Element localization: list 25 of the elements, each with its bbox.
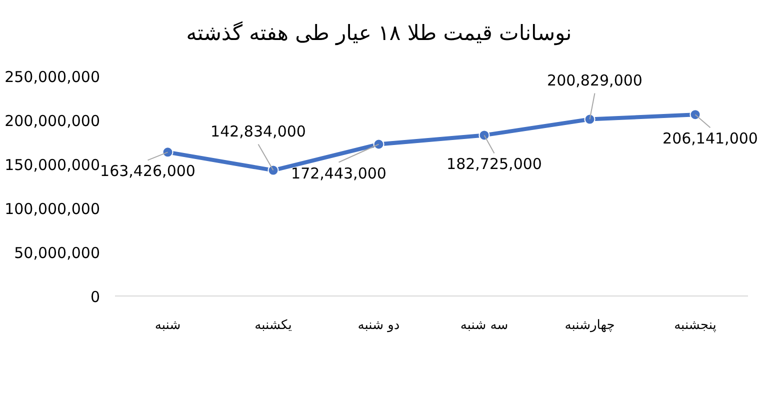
data-label: 142,834,000 — [210, 122, 306, 140]
y-tick-label: 100,000,000 — [4, 200, 100, 218]
data-label: 200,829,000 — [547, 71, 642, 90]
x-tick-label: دو شنبه — [358, 318, 400, 333]
y-tick-label: 50,000,000 — [14, 244, 100, 262]
x-tick-label: پنجشنبه — [674, 318, 717, 333]
x-tick-label: یکشنبه — [254, 318, 292, 333]
y-tick-label: 250,000,000 — [4, 68, 100, 86]
data-label: 172,443,000 — [291, 164, 386, 182]
point — [478, 130, 490, 141]
point — [373, 138, 384, 150]
point — [268, 164, 279, 176]
x-tick-label: شنبه — [154, 318, 181, 333]
chart-title: نوسانات قیمت طلا ۱۸ عیار طی هفته گذشته — [186, 21, 572, 46]
x-tick-label: چهارشنبه — [564, 318, 615, 333]
x-tick-label: سه شنبه — [460, 318, 508, 333]
data-label: 163,426,000 — [100, 162, 196, 180]
y-tick-label: 200,000,000 — [4, 112, 100, 130]
point — [690, 109, 701, 120]
point — [162, 146, 174, 158]
data-label: 206,141,000 — [662, 130, 758, 148]
y-tick-label: 150,000,000 — [4, 156, 100, 174]
y-tick-label: 0 — [90, 288, 100, 306]
point — [584, 114, 596, 125]
data-label: 182,725,000 — [446, 155, 542, 174]
